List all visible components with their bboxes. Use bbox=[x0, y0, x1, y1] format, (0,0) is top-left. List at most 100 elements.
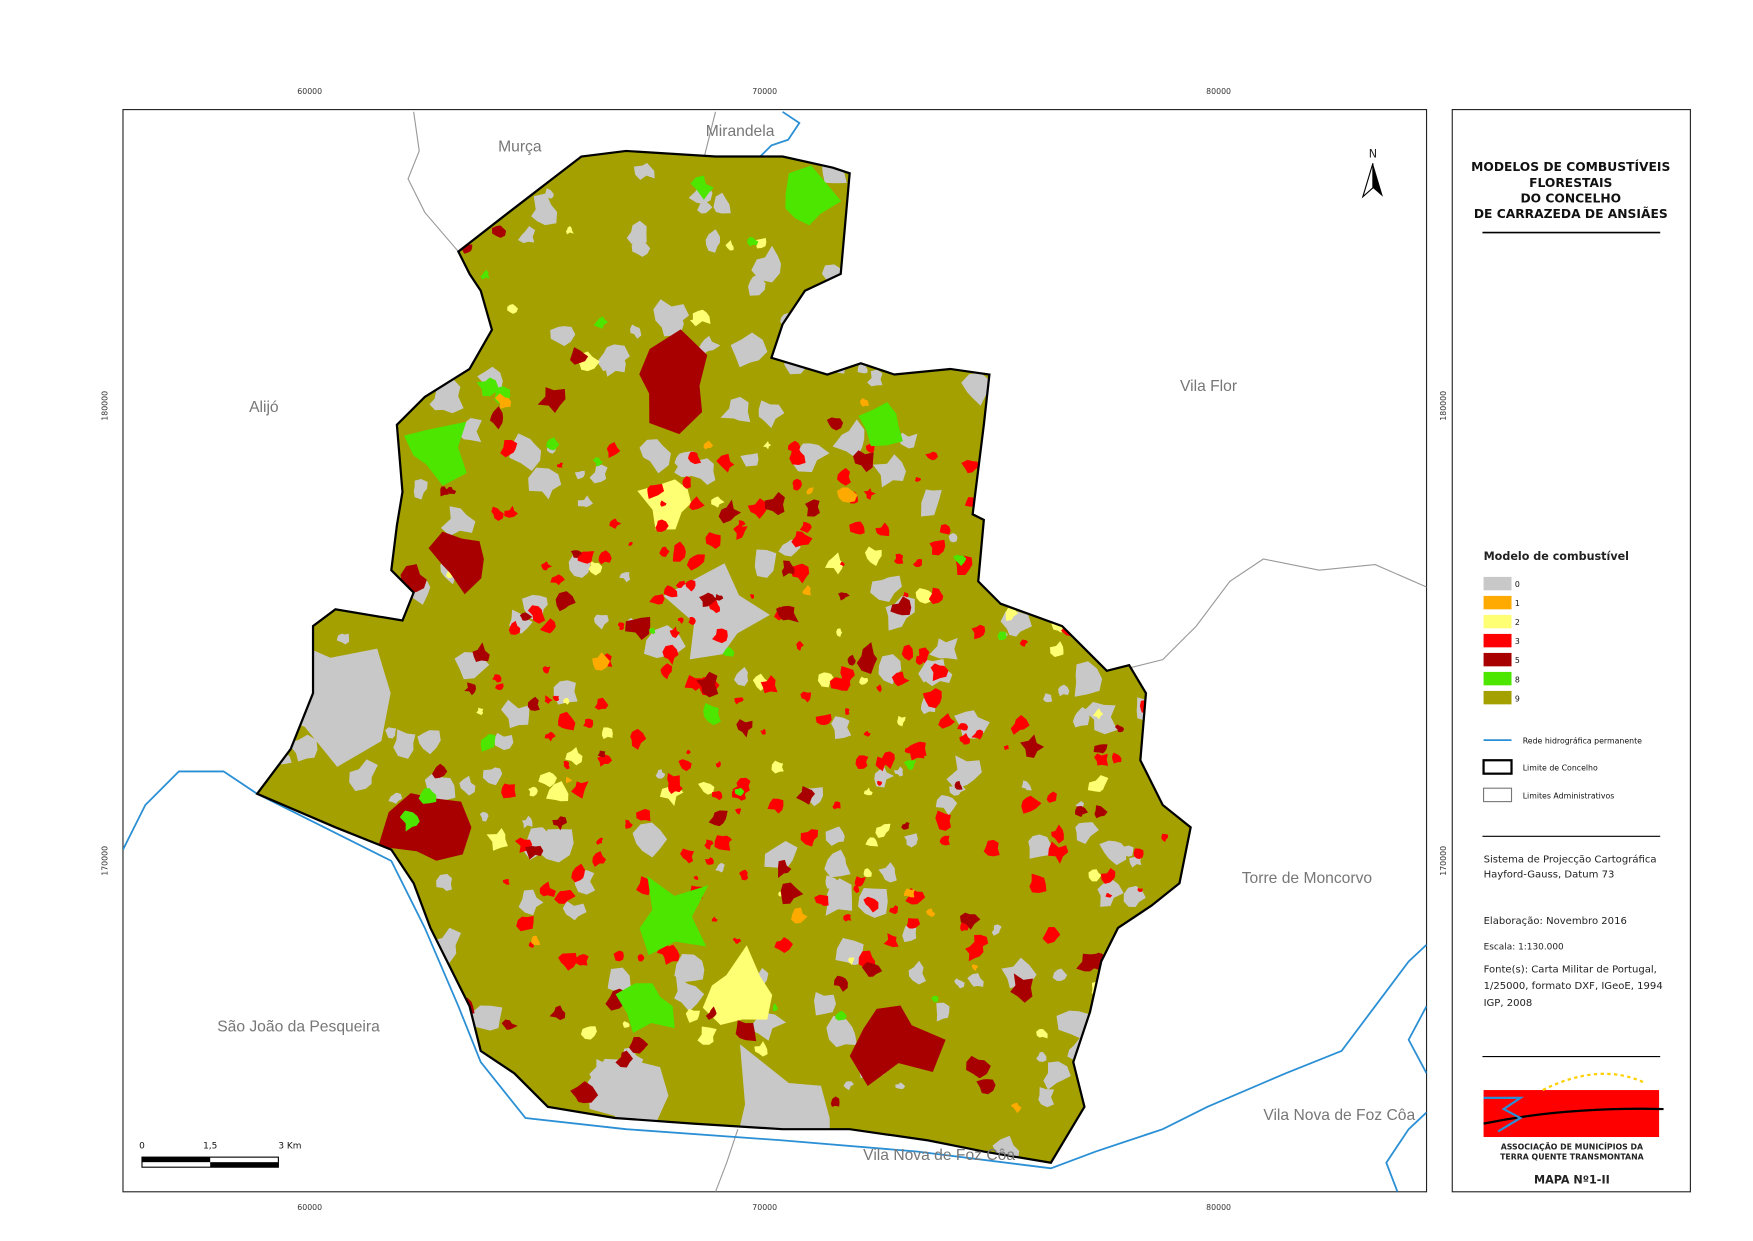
fuel-patch bbox=[738, 869, 749, 881]
fuel-patch bbox=[725, 240, 734, 251]
fuel-patch bbox=[971, 963, 979, 972]
fuel-patch bbox=[909, 741, 927, 759]
fuel-patch bbox=[925, 451, 939, 461]
fuel-patch bbox=[758, 400, 785, 429]
fuel-patch bbox=[840, 666, 855, 685]
fuel-patch bbox=[480, 269, 490, 280]
fuel-patch bbox=[796, 640, 804, 652]
fuel-patch bbox=[404, 421, 467, 486]
fuel-patch bbox=[715, 760, 721, 768]
fuel-patch bbox=[472, 642, 490, 662]
fuel-patch bbox=[858, 402, 903, 447]
fuel-patch bbox=[628, 1037, 649, 1054]
fuel-patch bbox=[649, 627, 656, 635]
fuel-patch bbox=[669, 626, 680, 638]
fuel-patch bbox=[519, 612, 533, 621]
fuel-patch bbox=[516, 915, 534, 932]
fuel-patch bbox=[537, 387, 566, 414]
fuel-patch bbox=[711, 496, 725, 508]
fuel-patch bbox=[792, 478, 803, 491]
fuel-patch bbox=[928, 587, 944, 605]
fuel-patch bbox=[639, 876, 709, 956]
fuel-patch bbox=[699, 592, 717, 607]
fuel-patch bbox=[734, 697, 744, 705]
fuel-patch bbox=[1058, 684, 1070, 697]
panel-title: DE CARRAZEDA DE ANSIÃES bbox=[1474, 206, 1668, 221]
fuel-patch bbox=[1137, 887, 1143, 892]
fuel-patch bbox=[1029, 873, 1047, 893]
fuel-patch bbox=[856, 642, 878, 674]
fuel-patch bbox=[418, 788, 437, 804]
sources: Fonte(s): Carta Militar de Portugal, bbox=[1484, 964, 1657, 975]
fuel-patch bbox=[849, 1005, 946, 1087]
fuel-patch bbox=[622, 1021, 630, 1028]
fuel-patch bbox=[1010, 1102, 1022, 1114]
fuel-patch bbox=[571, 781, 589, 799]
fuel-patch bbox=[1049, 641, 1064, 657]
fuel-patch bbox=[542, 666, 551, 674]
fuel-patch bbox=[388, 792, 403, 804]
y-coord: 180000 bbox=[101, 391, 110, 421]
y-coord: 170000 bbox=[101, 846, 110, 876]
fuel-patch bbox=[482, 767, 503, 786]
fuel-patch bbox=[594, 697, 609, 710]
fuel-patch bbox=[1003, 744, 1010, 751]
fuel-patch bbox=[440, 506, 476, 536]
x-coord: 80000 bbox=[1206, 1203, 1231, 1212]
fuel-patch bbox=[824, 849, 851, 878]
fuel-patch bbox=[714, 835, 731, 851]
fuel-patch bbox=[971, 729, 984, 740]
fuel-patch bbox=[760, 675, 778, 694]
fuel-patch bbox=[528, 786, 538, 797]
fuel-patch bbox=[662, 644, 679, 665]
fuel-patch bbox=[702, 945, 773, 1025]
fuel-patch bbox=[718, 499, 742, 524]
fuel-patch bbox=[570, 550, 583, 559]
fuel-patch bbox=[730, 332, 768, 368]
fuel-patch bbox=[735, 808, 742, 815]
fuel-patch bbox=[593, 614, 609, 630]
fuel-patch bbox=[948, 532, 958, 543]
fuel-patch bbox=[555, 591, 576, 612]
scale-bar: 0 1,5 3 Km bbox=[139, 1141, 301, 1168]
logo-text: TERRA QUENTE TRANSMONTANA bbox=[1500, 1153, 1645, 1162]
fuel-patch bbox=[961, 459, 980, 474]
fuel-patch bbox=[732, 937, 742, 945]
fuel-patch bbox=[960, 912, 981, 930]
fuel-patch bbox=[870, 575, 902, 602]
fuel-patch bbox=[825, 875, 839, 889]
fuel-patch bbox=[747, 236, 759, 247]
fuel-patch bbox=[791, 531, 813, 548]
fuel-patch bbox=[480, 733, 496, 752]
fuel-patch bbox=[716, 453, 735, 473]
legend-label: 9 bbox=[1515, 694, 1520, 703]
fuel-patch bbox=[737, 520, 746, 529]
place-label: Vila Nova de Foz Côa bbox=[863, 1147, 1015, 1164]
fuel-patch bbox=[476, 377, 499, 397]
fuel-patch bbox=[1019, 639, 1029, 647]
fuel-patch bbox=[855, 755, 869, 769]
fuel-patch bbox=[552, 695, 560, 702]
fuel-patch bbox=[685, 579, 696, 592]
fuel-patch bbox=[835, 938, 864, 966]
fuel-patch bbox=[440, 486, 449, 497]
fuel-patch bbox=[1036, 1029, 1048, 1039]
fuel-patch bbox=[764, 840, 798, 873]
fuel-patch bbox=[556, 462, 564, 468]
fuel-patch bbox=[502, 878, 510, 885]
place-label: Vila Flor bbox=[1180, 378, 1237, 395]
fuel-patch bbox=[849, 521, 865, 535]
fuel-patch bbox=[799, 521, 812, 533]
scale-text: Escala: 1:130.000 bbox=[1484, 942, 1564, 952]
fuel-patch bbox=[930, 663, 949, 682]
fuel-patch bbox=[704, 857, 714, 865]
projection: Hayford-Gauss, Datum 73 bbox=[1484, 869, 1615, 880]
fuel-patch bbox=[500, 439, 518, 458]
fuel-patch bbox=[592, 457, 603, 467]
fuel-patch bbox=[814, 894, 829, 907]
fuel-patch bbox=[825, 878, 853, 916]
fuel-patch bbox=[1076, 953, 1105, 972]
fuel-patch bbox=[592, 652, 610, 671]
fuel-patch bbox=[592, 851, 607, 867]
fuel-patch bbox=[1051, 824, 1064, 844]
